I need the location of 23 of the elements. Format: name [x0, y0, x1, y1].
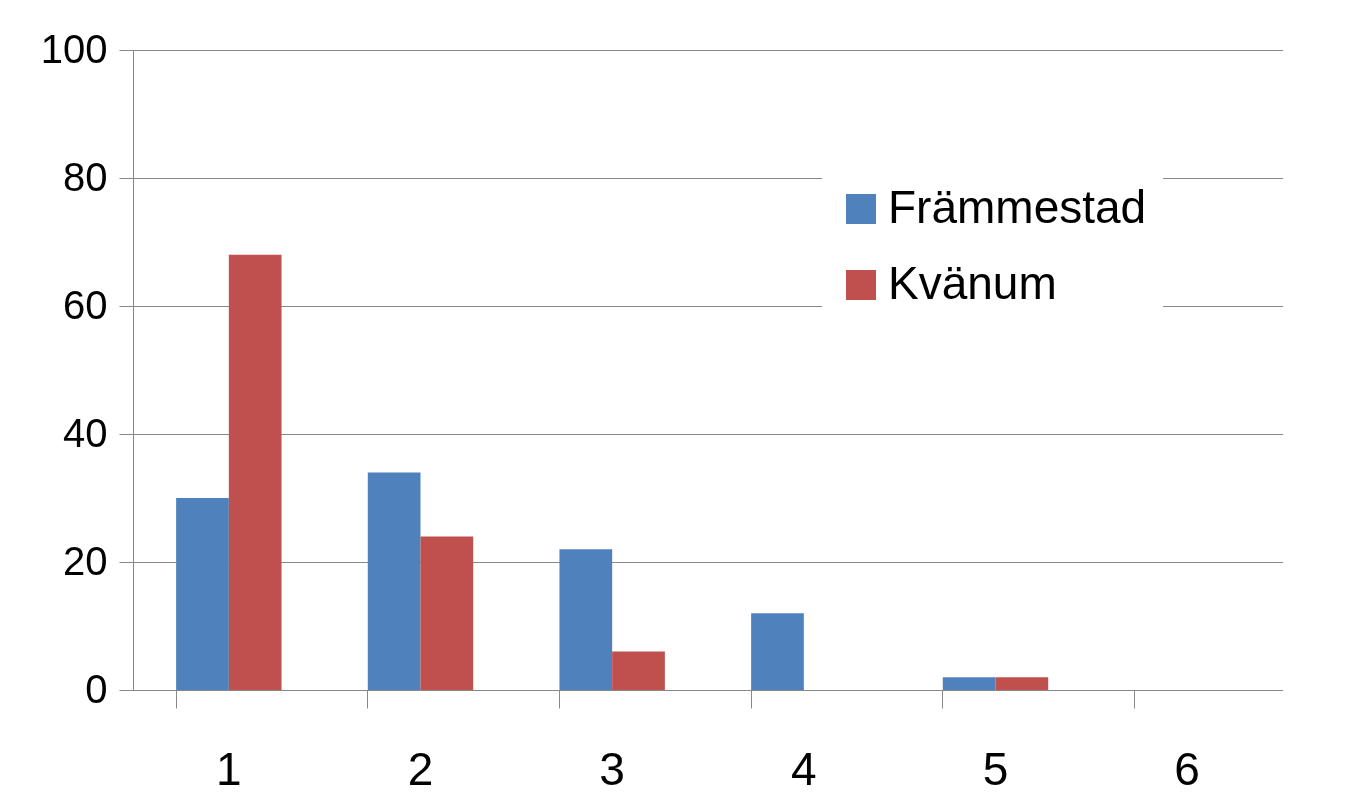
bar [228, 254, 282, 690]
bar [612, 651, 665, 690]
bar [367, 472, 421, 690]
x-tick-label: 2 [407, 742, 434, 795]
bar [420, 536, 474, 690]
bar [995, 677, 1049, 690]
x-tick-label: 6 [1174, 742, 1200, 795]
bar [751, 613, 804, 690]
x-tick-label: 5 [982, 742, 1009, 795]
bar [559, 549, 613, 690]
y-tick-label: 60 [63, 282, 108, 327]
x-tick-label: 1 [216, 742, 242, 795]
legend-label: Främmestad [888, 181, 1147, 233]
y-tick-label: 80 [63, 154, 108, 199]
bar [942, 677, 996, 690]
x-tick-label: 3 [599, 742, 625, 795]
x-tick-label: 4 [791, 742, 817, 795]
y-tick-label: 100 [40, 26, 108, 71]
y-tick-label: 0 [85, 666, 108, 711]
bar [176, 498, 229, 690]
y-tick-label: 20 [63, 538, 108, 583]
y-tick-label: 40 [63, 410, 108, 455]
legend-label: Kvänum [888, 257, 1057, 309]
